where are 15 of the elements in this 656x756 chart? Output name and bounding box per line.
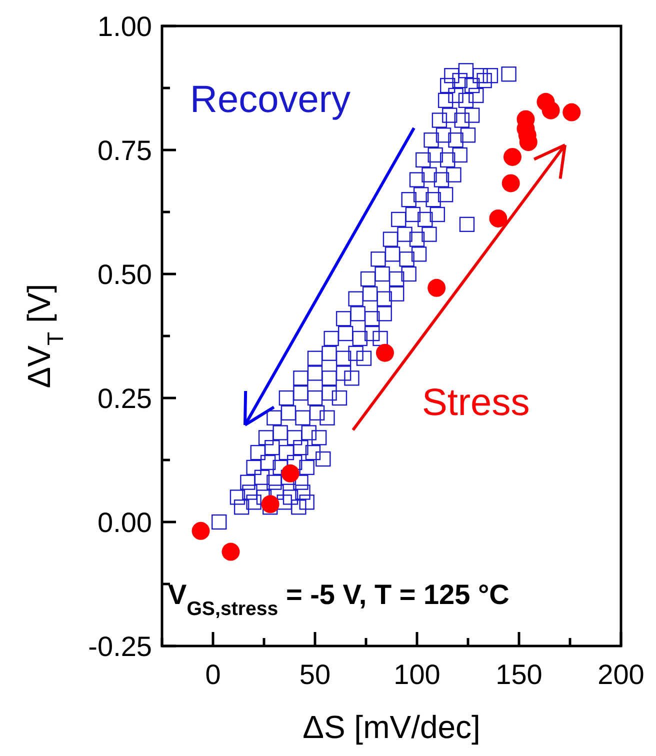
x-tick-label: 50 [299, 659, 331, 690]
x-tick-label: 150 [496, 659, 542, 690]
series-label: Recovery [190, 79, 350, 121]
series-label: Stress [422, 382, 530, 424]
annotation: V$_{GS,stress}$ = -5 V, T = 125 °C [168, 579, 510, 620]
text: 1.00 [98, 11, 152, 42]
x-tick-label: 0 [205, 659, 221, 690]
y-tick-label: 0.75 [98, 135, 152, 166]
y-tick-label: -0.25 [88, 631, 152, 662]
x-tick-label: 100 [394, 659, 440, 690]
x-axis-title: ΔS [mV/dec] [302, 709, 480, 745]
text: 0.00 [98, 507, 152, 538]
y-tick-label: 0.25 [98, 383, 152, 414]
x-tick-label: 200 [598, 659, 644, 690]
text: 0.50 [98, 259, 152, 290]
